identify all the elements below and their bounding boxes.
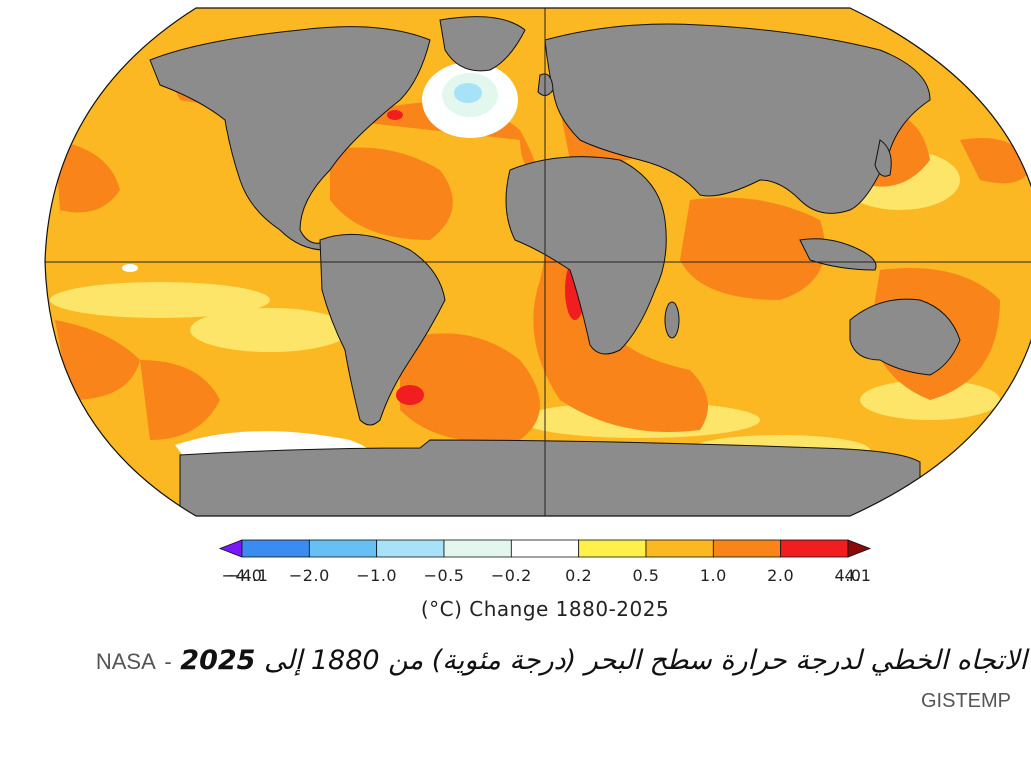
colorbar-tick-label: −1.0 <box>356 566 398 585</box>
colorbar-segment <box>510 539 580 558</box>
antarctica <box>179 439 921 516</box>
colorbar-tick-label: 2.0 <box>767 566 795 585</box>
eurasia <box>544 23 931 214</box>
colorbar-segment <box>578 539 647 558</box>
colorbar-extend-high <box>847 539 872 558</box>
colorbar <box>218 539 872 558</box>
greenland <box>439 16 526 72</box>
colorbar-tick-label: 4.0 <box>834 566 862 585</box>
cooling-region-north-atlantic <box>422 62 518 138</box>
globe-outline <box>44 7 1031 517</box>
colorbar-tick-label: −4.0 <box>221 566 263 585</box>
dataset-label: GISTEMP <box>921 690 1012 712</box>
colorbar-tick-label: 1.0 <box>699 566 727 585</box>
sea-surface-temperature-map <box>44 7 1031 517</box>
caption-year: 2025 <box>180 645 256 676</box>
colorbar-tick-label: −2.0 <box>288 566 330 585</box>
colorbar-segment <box>780 539 849 558</box>
japan <box>874 139 892 177</box>
colorbar-extend-low <box>218 539 243 558</box>
colorbar-segment <box>712 539 782 558</box>
land-masses <box>149 16 961 516</box>
colorbar-segment <box>443 539 512 558</box>
colorbar-tick-label: −0.5 <box>423 566 465 585</box>
africa <box>505 156 667 355</box>
caption-source: NASA <box>95 649 156 674</box>
north-america <box>149 26 431 251</box>
colorbar-tick-label: 0.2 <box>565 566 593 585</box>
colorbar-segment <box>308 539 378 558</box>
australia <box>849 298 961 376</box>
colorbar-tick-label: −0.2 <box>490 566 532 585</box>
colorbar-segment <box>645 539 714 558</box>
colorbar-title: (°C) Change 1880-2025 <box>420 597 670 621</box>
colorbar-tick-label: 4.1 <box>844 566 872 585</box>
colorbar-tick-label: −4.1 <box>227 566 269 585</box>
colorbar-tick-label: 0.5 <box>632 566 660 585</box>
caption-separator: - <box>164 649 172 674</box>
colorbar-segment <box>241 539 310 558</box>
madagascar <box>664 301 680 339</box>
caption: الاتجاه الخطي لدرجة حرارة سطح البحر (درج… <box>96 645 1027 676</box>
colorbar-segment <box>376 539 445 558</box>
south-america <box>319 233 446 426</box>
caption-text: الاتجاه الخطي لدرجة حرارة سطح البحر (درج… <box>264 645 1027 676</box>
